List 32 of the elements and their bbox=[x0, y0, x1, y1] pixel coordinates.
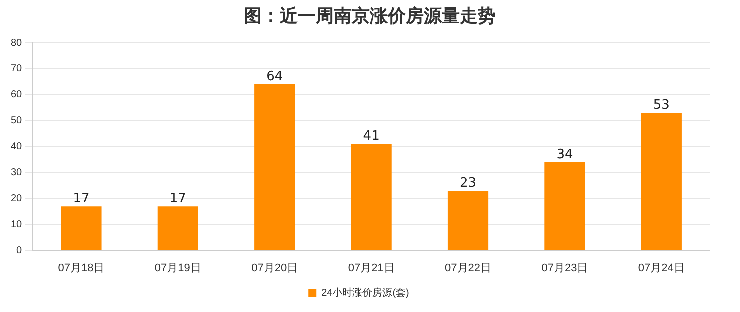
x-tick-label: 07月24日 bbox=[638, 262, 685, 274]
y-tick-label: 40 bbox=[11, 142, 23, 153]
x-tick-label: 07月20日 bbox=[252, 262, 298, 274]
data-label: 17 bbox=[170, 192, 186, 207]
data-label: 41 bbox=[363, 129, 380, 144]
bar bbox=[158, 206, 198, 250]
bar bbox=[448, 191, 489, 250]
y-tick-label: 70 bbox=[11, 64, 23, 75]
x-tick-label: 07月23日 bbox=[542, 262, 588, 274]
bar bbox=[544, 162, 586, 250]
y-tick-label: 10 bbox=[11, 220, 23, 231]
y-tick-label: 80 bbox=[11, 38, 23, 49]
bar bbox=[351, 144, 392, 250]
data-label: 17 bbox=[73, 192, 90, 207]
y-tick-label: 60 bbox=[11, 90, 23, 101]
legend-label: 24小时涨价房源(套) bbox=[322, 286, 410, 299]
bar bbox=[254, 84, 296, 250]
y-tick-label: 20 bbox=[11, 194, 23, 205]
data-label: 64 bbox=[266, 69, 284, 84]
bar bbox=[641, 113, 682, 250]
data-label: 23 bbox=[460, 176, 477, 191]
x-tick-label: 07月19日 bbox=[154, 262, 202, 274]
y-tick-label: 50 bbox=[11, 116, 23, 127]
y-tick-label: 0 bbox=[16, 246, 23, 257]
y-tick-label: 30 bbox=[11, 168, 23, 179]
bar bbox=[61, 206, 102, 250]
x-tick-label: 07月18日 bbox=[58, 262, 105, 274]
chart-title: 图：近一周南京涨价房源量走势 bbox=[243, 5, 497, 29]
data-label: 53 bbox=[653, 98, 670, 114]
data-label: 34 bbox=[556, 147, 574, 162]
x-tick-label: 07月21日 bbox=[348, 262, 395, 274]
x-tick-label: 07月22日 bbox=[445, 262, 492, 274]
